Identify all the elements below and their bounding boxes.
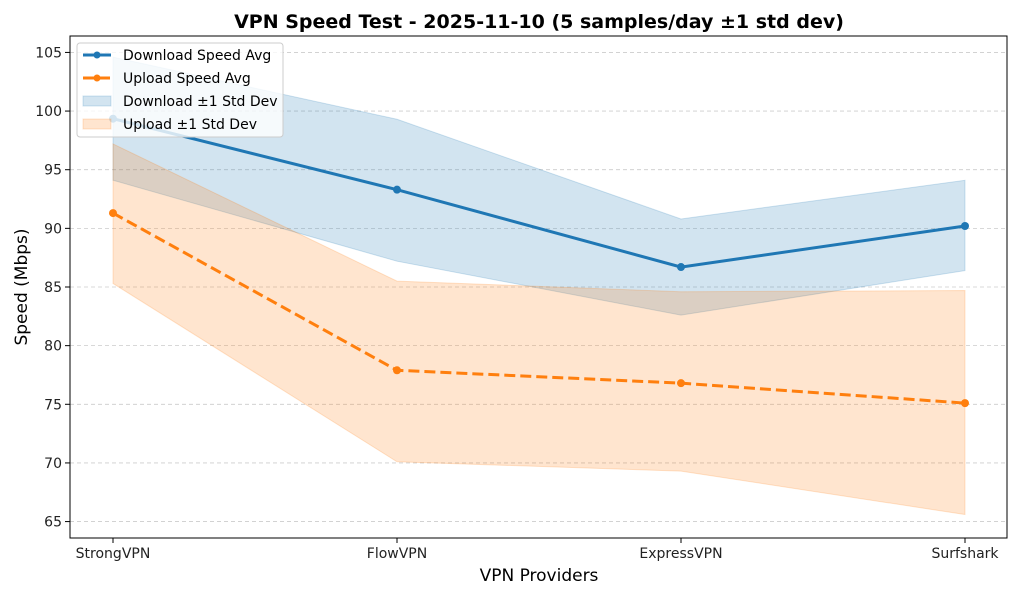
marker-upload: [109, 209, 117, 218]
y-tick-label: 85: [44, 280, 62, 296]
marker-upload: [677, 379, 685, 388]
legend-patch-swatch: [82, 118, 112, 130]
legend-marker-swatch: [93, 74, 101, 82]
x-tick-label: FlowVPN: [367, 546, 427, 562]
series-lines: [112, 117, 966, 405]
legend-patch-swatch: [82, 95, 112, 107]
line-download: [112, 117, 966, 269]
y-tick-label: 80: [44, 339, 62, 355]
marker-upload: [393, 366, 401, 375]
line-upload: [112, 211, 966, 405]
legend-entry: Upload Speed Avg: [123, 71, 251, 87]
y-tick-label: 90: [44, 221, 62, 237]
x-tick-label: Surfshark: [931, 546, 999, 562]
band-upload: [112, 143, 966, 516]
legend-entry: Upload ±1 Std Dev: [123, 117, 257, 133]
marker-upload: [961, 399, 969, 408]
legend-entry: Download Speed Avg: [123, 48, 271, 64]
legend-marker-swatch: [93, 51, 101, 59]
y-axis-ticks: 65 70 75 80 85 90 95 100 105: [35, 45, 70, 531]
y-tick-label: 70: [44, 456, 62, 472]
marker-download: [961, 222, 969, 231]
band-download: [112, 56, 966, 316]
marker-download: [677, 263, 685, 272]
x-axis-ticks: StrongVPN FlowVPN ExpressVPN Surfshark: [76, 538, 999, 562]
x-axis-label: VPN Providers: [480, 566, 599, 586]
y-tick-label: 105: [35, 45, 62, 61]
legend-box: [76, 42, 284, 138]
x-tick-label: StrongVPN: [76, 546, 151, 562]
y-tick-label: 95: [44, 163, 62, 179]
chart-title: VPN Speed Test - 2025-11-10 (5 samples/d…: [234, 11, 844, 33]
marker-download: [393, 185, 401, 194]
x-tick-label: ExpressVPN: [639, 546, 722, 562]
y-axis-label: Speed (Mbps): [12, 228, 32, 345]
std-dev-bands: [112, 56, 966, 516]
y-tick-label: 65: [44, 515, 62, 531]
legend: Download Speed Avg Upload Speed Avg Downlo…: [76, 42, 284, 138]
y-tick-label: 100: [35, 104, 62, 120]
y-tick-label: 75: [44, 397, 62, 413]
legend-entry: Download ±1 Std Dev: [123, 94, 278, 110]
